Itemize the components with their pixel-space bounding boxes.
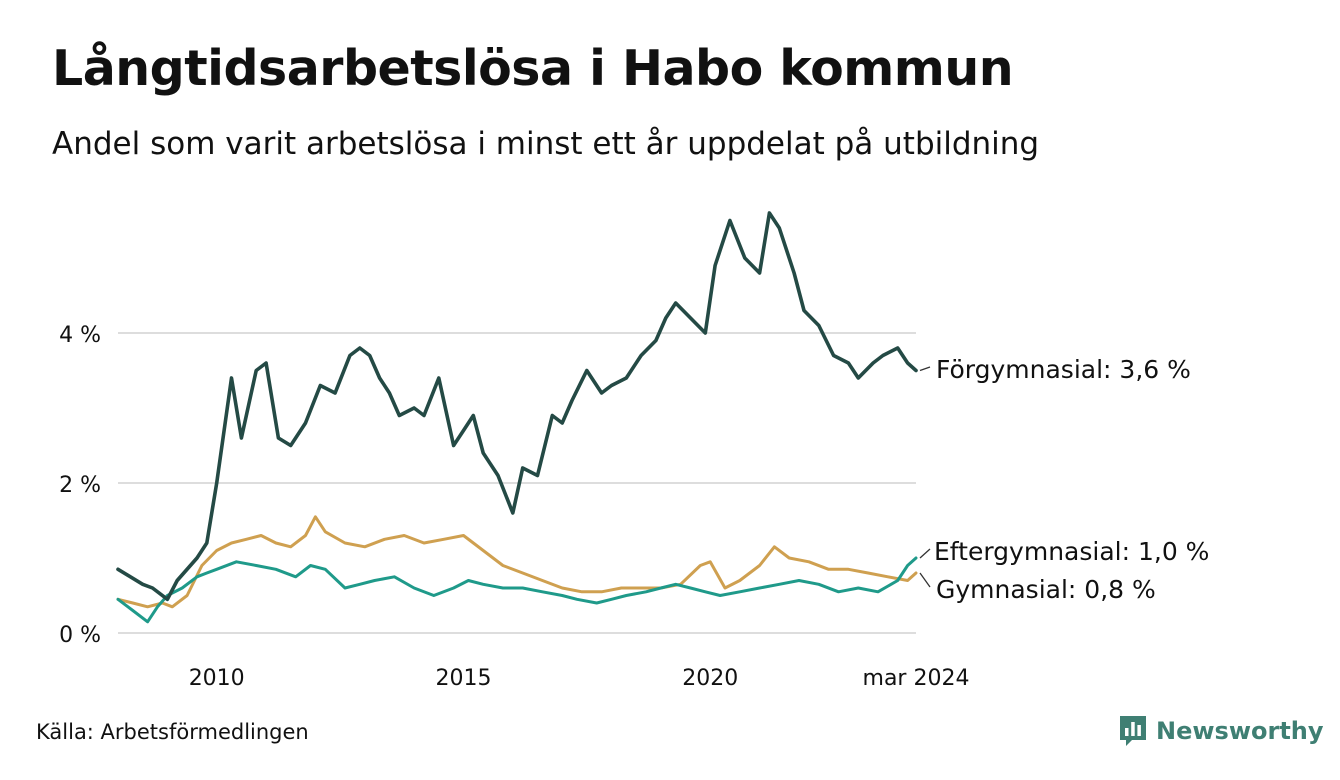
source-note: Källa: Arbetsförmedlingen <box>36 720 309 744</box>
label-leader <box>919 572 931 588</box>
label-leader <box>919 366 931 372</box>
series-layer <box>116 211 918 624</box>
x-tick-label: 2010 <box>189 666 245 691</box>
brand: Newsworthy <box>1118 714 1324 748</box>
label-leader <box>919 548 931 559</box>
y-axis: 0 % 2 % 4 % <box>59 323 101 648</box>
chart-subtitle: Andel som varit arbetslösa i minst ett å… <box>52 126 1040 162</box>
chart-title: Långtidsarbetslösa i Habo kommun <box>52 40 1014 97</box>
line-chart: 0 % 2 % 4 % 2010 2015 2020 mar 2024 Förgymnas… <box>59 211 1209 691</box>
y-tick-label: 2 % <box>59 473 101 498</box>
bar-chart-speech-icon <box>1120 716 1146 746</box>
series-line-förgymnasial <box>116 211 918 602</box>
y-tick-label: 4 % <box>59 323 101 348</box>
series-line-gymnasial <box>116 515 918 609</box>
grid-layer <box>118 332 916 634</box>
series-end-label: Förgymnasial: 3,6 % <box>936 355 1191 384</box>
series-labels: Förgymnasial: 3,6 % Eftergymnasial: 1,0 %… <box>919 355 1209 604</box>
y-tick-label: 0 % <box>59 623 101 648</box>
brand-name: Newsworthy <box>1156 717 1324 745</box>
x-axis: 2010 2015 2020 mar 2024 <box>189 666 970 691</box>
x-tick-label: 2020 <box>682 666 738 691</box>
series-end-label: Eftergymnasial: 1,0 % <box>934 537 1209 566</box>
x-tick-label: 2015 <box>435 666 491 691</box>
x-tick-label: mar 2024 <box>863 666 970 691</box>
series-line-eftergymnasial <box>116 556 918 624</box>
series-end-label: Gymnasial: 0,8 % <box>936 575 1156 604</box>
